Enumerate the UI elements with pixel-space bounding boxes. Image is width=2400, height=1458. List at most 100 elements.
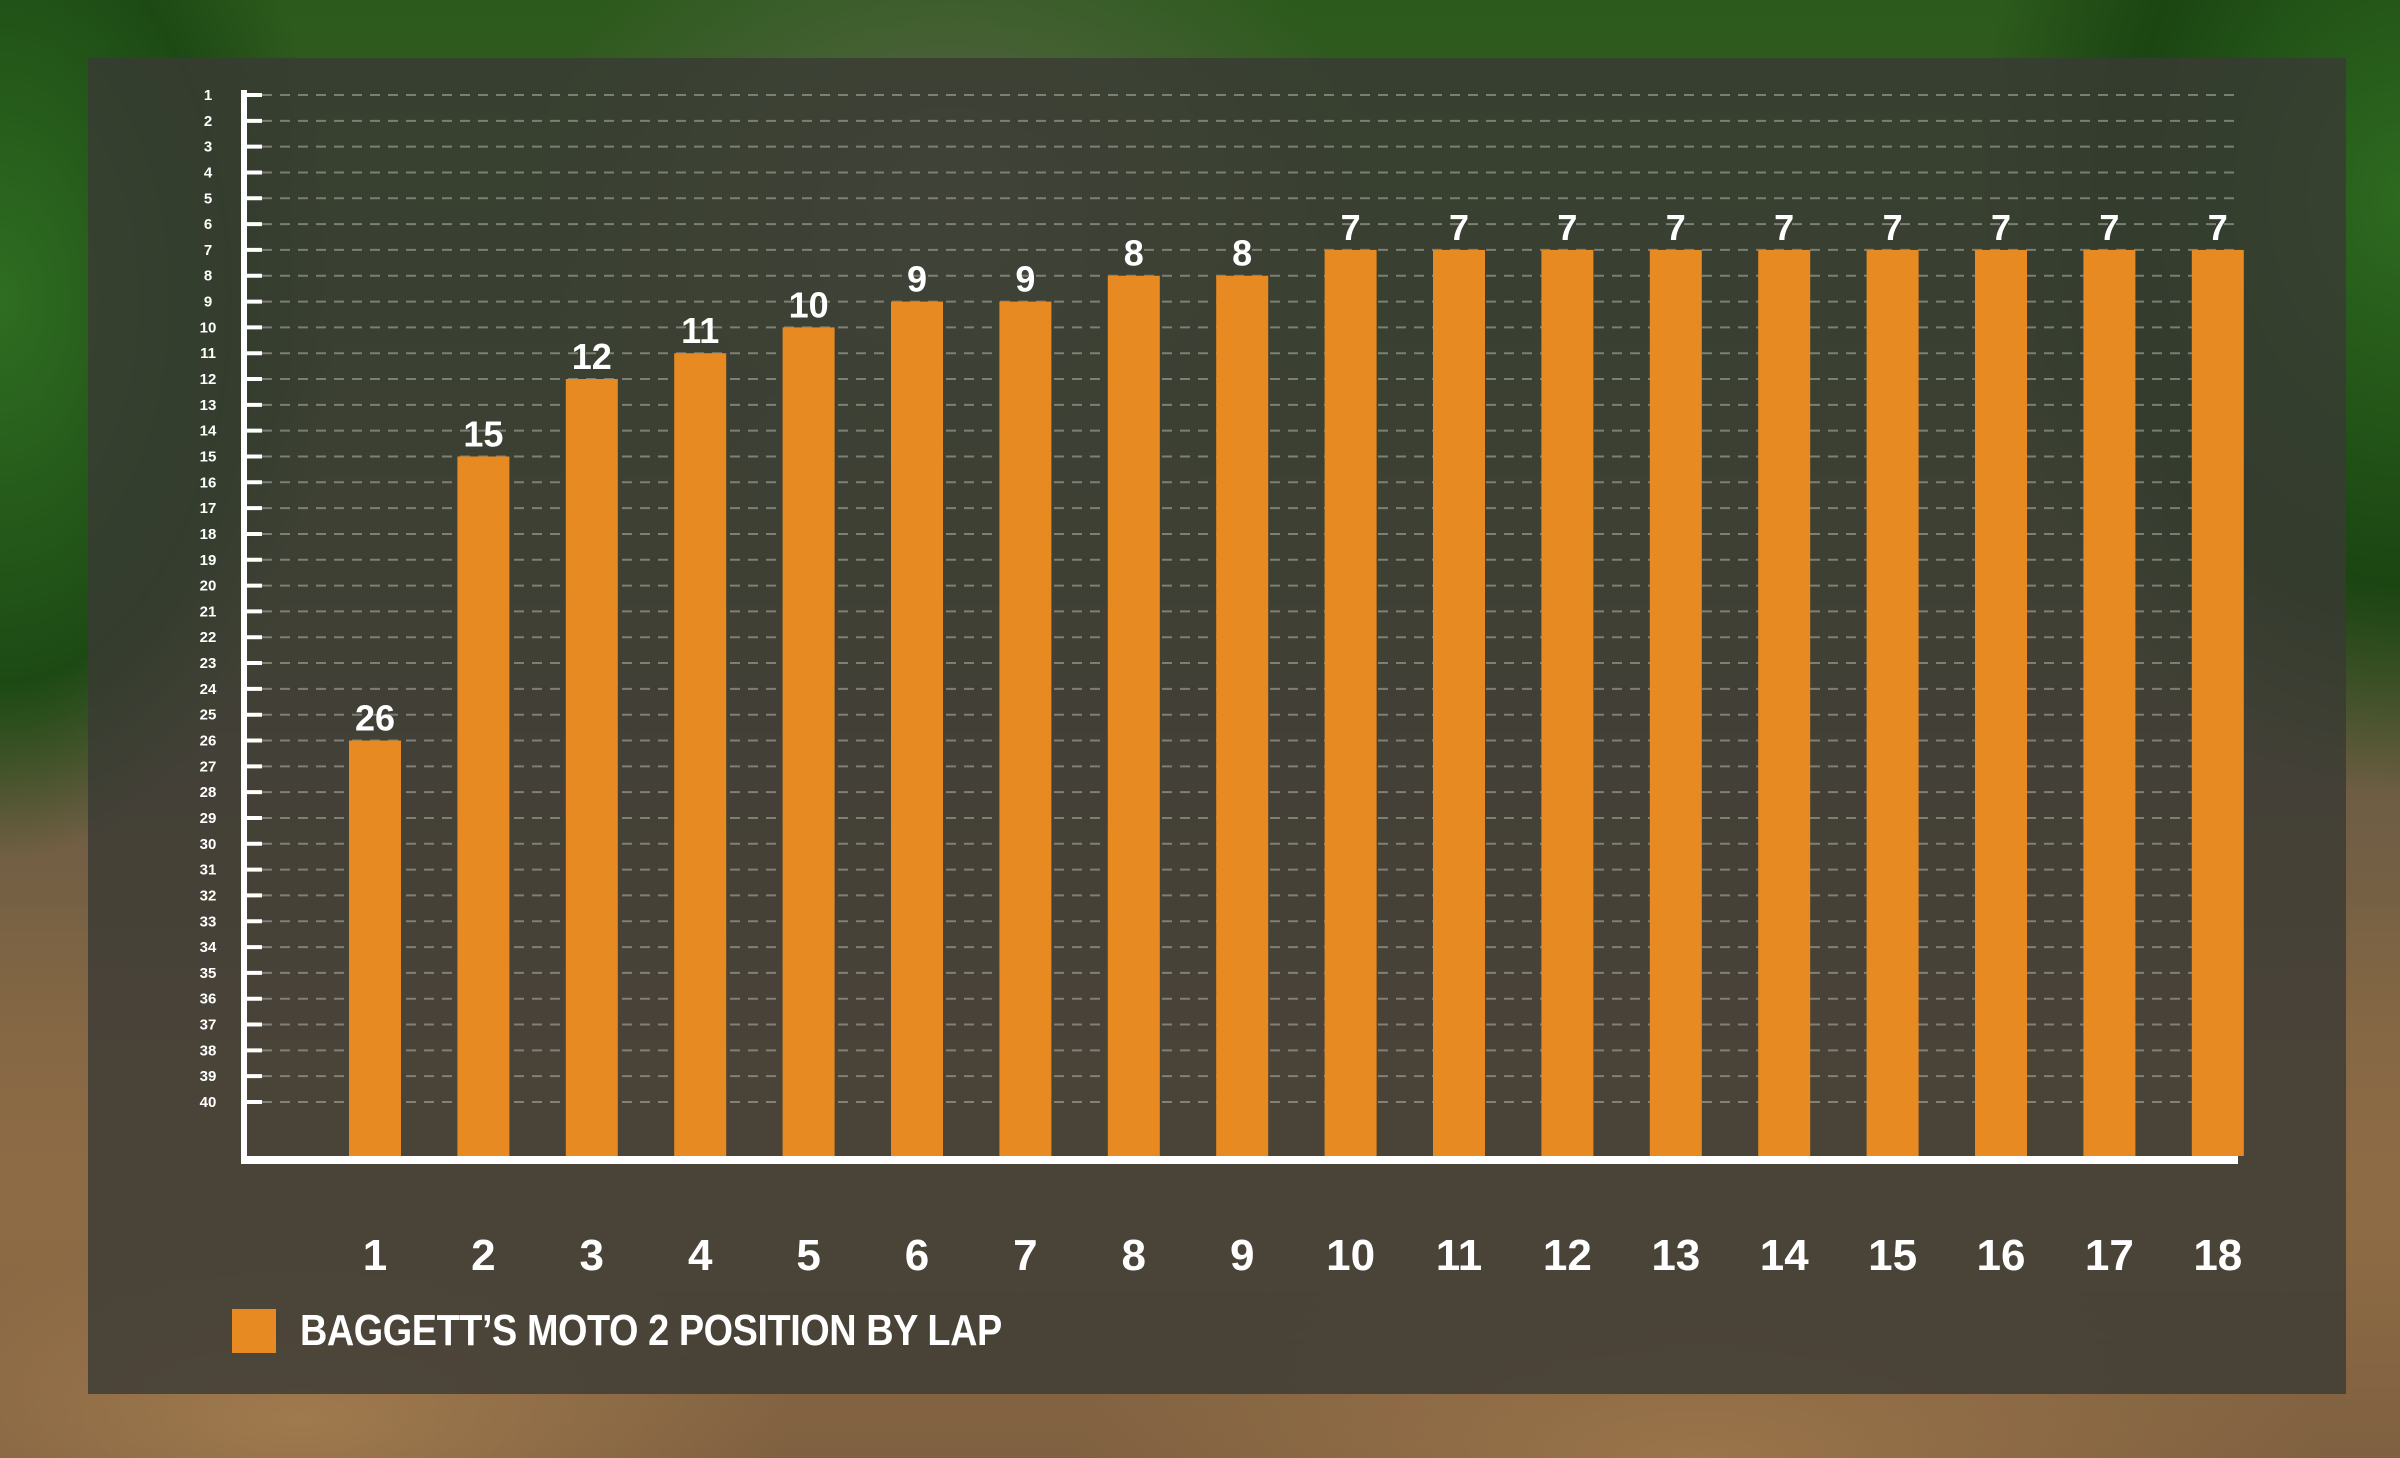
bar-lap-7 — [999, 301, 1052, 1157]
y-tick-label: 28 — [200, 784, 217, 801]
y-tick-label: 29 — [200, 810, 217, 827]
bar-lap-14 — [1758, 249, 1811, 1156]
y-tick-label: 5 — [204, 190, 212, 207]
bar-lap-4 — [674, 353, 727, 1156]
y-tick-label: 3 — [204, 139, 212, 156]
y-tick-label: 13 — [200, 397, 217, 414]
bar-lap-17 — [2083, 249, 2136, 1156]
y-tick-label: 20 — [200, 578, 217, 595]
data-labels: 26 15 12 11 10 9 9 8 8 7 7 7 7 7 7 7 7 7 — [355, 207, 2228, 739]
y-tick-label: 38 — [200, 1042, 217, 1059]
legend: BAGGETT’S MOTO 2 POSITION BY LAP — [232, 1306, 1116, 1355]
y-tick-labels: 1234567891011121314151617181920212223242… — [200, 87, 217, 1111]
y-tick-label: 27 — [200, 758, 217, 775]
x-tick-labels: 1 2 3 4 5 6 7 8 9 10 11 12 13 14 15 16 17 18 — [363, 1231, 2243, 1280]
axes — [241, 90, 2238, 1164]
y-tick-label: 2 — [204, 113, 212, 130]
y-tick-label: 40 — [200, 1094, 217, 1111]
data-label: 26 — [355, 698, 395, 739]
data-label: 7 — [2099, 207, 2119, 248]
data-label: 7 — [1666, 207, 1686, 248]
bar-lap-11 — [1433, 249, 1485, 1156]
data-label: 15 — [463, 413, 503, 454]
y-tick-label: 17 — [200, 500, 217, 517]
y-tick-label: 25 — [200, 707, 217, 724]
y-tick-label: 19 — [200, 552, 217, 569]
x-tick-label: 14 — [1760, 1231, 1809, 1280]
x-tick-label: 9 — [1230, 1231, 1254, 1280]
x-tick-label: 4 — [688, 1231, 713, 1280]
bar-lap-3 — [565, 379, 618, 1156]
y-tick-label: 33 — [200, 913, 217, 930]
y-tick-label: 32 — [200, 887, 217, 904]
legend-swatch — [232, 1309, 276, 1353]
x-tick-label: 3 — [580, 1231, 604, 1280]
data-label: 7 — [1991, 207, 2011, 248]
y-tick-label: 34 — [200, 939, 217, 956]
y-tick-label: 6 — [204, 216, 212, 233]
data-label: 7 — [1449, 207, 1469, 248]
data-label: 12 — [572, 336, 612, 377]
y-tick-label: 36 — [200, 991, 217, 1008]
bar-lap-15 — [1866, 249, 1919, 1156]
x-tick-label: 17 — [2085, 1231, 2134, 1280]
data-label: 7 — [1341, 207, 1361, 248]
y-tick-label: 26 — [200, 733, 217, 750]
bar-lap-6 — [891, 301, 943, 1157]
y-tick-label: 12 — [200, 371, 217, 388]
bar-lap-2 — [457, 456, 510, 1156]
data-label: 7 — [1774, 207, 1794, 248]
y-tick-label: 16 — [200, 474, 217, 491]
x-tick-label: 8 — [1122, 1231, 1146, 1280]
x-tick-label: 12 — [1543, 1231, 1592, 1280]
bar-lap-8 — [1107, 275, 1160, 1156]
y-tick-label: 24 — [200, 681, 217, 698]
y-tick-label: 23 — [200, 655, 217, 672]
bar-lap-1 — [349, 740, 401, 1156]
data-label: 8 — [1232, 233, 1252, 274]
y-tick-label: 15 — [200, 448, 217, 465]
bar-lap-13 — [1649, 249, 1702, 1156]
data-label: 9 — [1015, 259, 1035, 300]
bar-lap-16 — [1975, 249, 2027, 1156]
x-tick-label: 2 — [471, 1231, 495, 1280]
x-tick-label: 13 — [1651, 1231, 1700, 1280]
x-tick-label: 11 — [1436, 1231, 1483, 1280]
y-tick-label: 9 — [204, 294, 212, 311]
y-tick-label: 1 — [204, 87, 212, 104]
data-label: 7 — [1557, 207, 1577, 248]
x-tick-label: 15 — [1868, 1231, 1917, 1280]
data-label: 11 — [681, 310, 719, 351]
y-tick-label: 8 — [204, 268, 212, 285]
bar-lap-9 — [1216, 275, 1269, 1156]
data-label: 7 — [2208, 207, 2228, 248]
y-tick-label: 7 — [204, 242, 212, 259]
y-tick-label: 30 — [200, 836, 217, 853]
bar-lap-18 — [2191, 249, 2244, 1156]
y-tick-label: 37 — [200, 1017, 217, 1034]
y-tick-label: 10 — [200, 319, 217, 336]
x-tick-label: 5 — [796, 1231, 820, 1280]
bar-lap-10 — [1324, 249, 1377, 1156]
data-label: 8 — [1124, 233, 1144, 274]
x-tick-label: 10 — [1326, 1231, 1375, 1280]
y-tick-label: 21 — [200, 603, 217, 620]
x-tick-label: 6 — [905, 1231, 929, 1280]
y-tick-label: 11 — [200, 345, 216, 362]
data-label: 10 — [789, 284, 829, 325]
x-tick-label: 16 — [1977, 1231, 2026, 1280]
bar-lap-5 — [782, 327, 835, 1156]
bars — [349, 249, 2244, 1157]
y-tick-label: 22 — [200, 629, 217, 646]
y-tick-label: 39 — [200, 1068, 217, 1085]
x-tick-label: 18 — [2193, 1231, 2242, 1280]
x-tick-label: 7 — [1013, 1231, 1037, 1280]
y-tick-label: 4 — [204, 164, 213, 181]
bar-lap-12 — [1541, 249, 1594, 1156]
data-label: 7 — [1883, 207, 1903, 248]
y-tick-label: 18 — [200, 526, 217, 543]
data-label: 9 — [907, 259, 927, 300]
y-tick-label: 31 — [200, 862, 217, 879]
x-tick-label: 1 — [363, 1231, 387, 1280]
